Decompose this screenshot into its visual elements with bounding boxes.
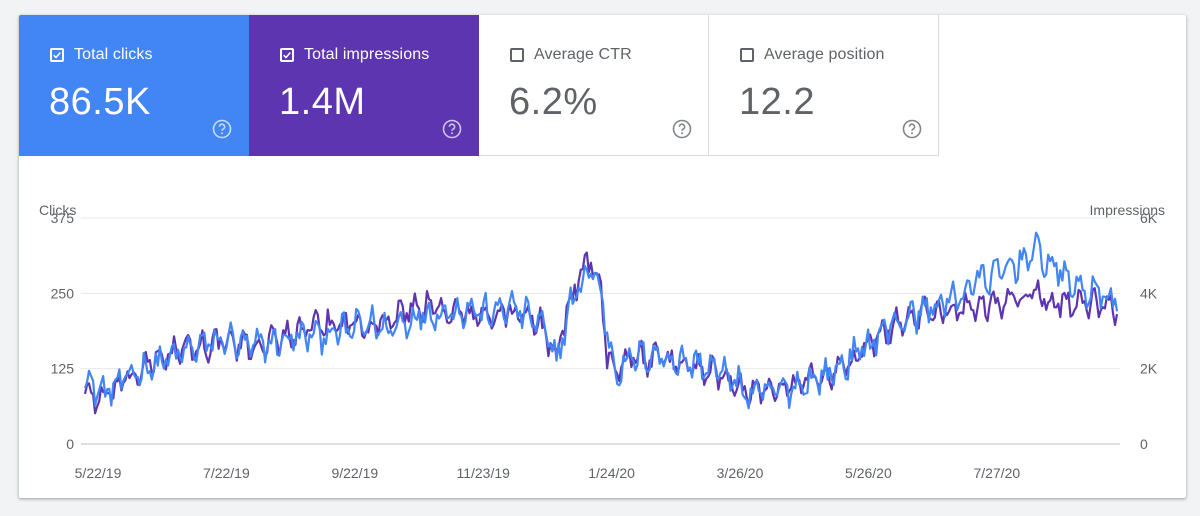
- y-right-tick-label: 0: [1140, 436, 1148, 452]
- clicks-series-line: [83, 231, 1119, 410]
- x-tick-label: 9/22/19: [331, 465, 378, 481]
- x-tick-label: 1/24/20: [588, 465, 635, 481]
- tile-value: 86.5K: [49, 81, 151, 123]
- tile-header: Average CTR: [510, 46, 632, 64]
- impressions-series-line: [83, 251, 1119, 415]
- metric-tiles: Total clicks 86.5K Total impressions 1.4…: [19, 15, 940, 156]
- help-icon[interactable]: [212, 119, 232, 139]
- x-tick-label: 3/26/20: [717, 465, 764, 481]
- y-right-tick-label: 4K: [1140, 285, 1158, 301]
- tile-value: 6.2%: [509, 81, 598, 123]
- performance-chart: Clicks Impressions 375 6K 250 4K 125 2K 0 0 5/22…: [19, 156, 1186, 498]
- tile-label: Average position: [764, 46, 885, 63]
- tile-total-clicks[interactable]: Total clicks 86.5K: [19, 15, 249, 156]
- y-right-tick-label: 6K: [1140, 210, 1158, 226]
- tile-header: Average position: [740, 46, 885, 64]
- help-icon[interactable]: [442, 119, 462, 139]
- tile-header: Total clicks: [50, 46, 153, 64]
- y-right-axis-title: Impressions: [1089, 202, 1165, 218]
- tile-average-ctr[interactable]: Average CTR 6.2%: [479, 15, 709, 156]
- y-left-tick-label: 250: [51, 285, 75, 301]
- performance-card: Total clicks 86.5K Total impressions 1.4…: [19, 15, 1186, 498]
- y-left-tick-label: 375: [51, 210, 75, 226]
- series-lines: [83, 231, 1119, 415]
- tile-value: 12.2: [739, 81, 815, 123]
- y-left-tick-label: 0: [66, 436, 74, 452]
- tile-label: Average CTR: [534, 46, 632, 63]
- help-icon[interactable]: [672, 119, 692, 139]
- tile-header: Total impressions: [280, 46, 429, 64]
- x-tick-label: 7/27/20: [973, 465, 1020, 481]
- help-icon[interactable]: [902, 119, 922, 139]
- x-tick-label: 7/22/19: [203, 465, 250, 481]
- y-left-tick-label: 125: [51, 361, 75, 377]
- tile-value: 1.4M: [279, 81, 366, 123]
- x-tick-label: 11/23/19: [456, 465, 510, 481]
- gridlines: [81, 217, 1120, 445]
- x-tick-label: 5/22/19: [75, 465, 122, 481]
- checkbox-checked-icon[interactable]: [280, 48, 294, 62]
- x-tick-label: 5/26/20: [845, 465, 892, 481]
- tile-total-impressions[interactable]: Total impressions 1.4M: [249, 15, 479, 156]
- tile-average-position[interactable]: Average position 12.2: [709, 15, 939, 156]
- checkbox-unchecked-icon[interactable]: [740, 48, 754, 62]
- checkbox-checked-icon[interactable]: [50, 48, 64, 62]
- y-left-axis-title: Clicks: [39, 202, 77, 218]
- tile-label: Total impressions: [304, 46, 430, 63]
- checkbox-unchecked-icon[interactable]: [510, 48, 524, 62]
- tile-label: Total clicks: [74, 46, 153, 63]
- y-right-tick-label: 2K: [1140, 361, 1158, 377]
